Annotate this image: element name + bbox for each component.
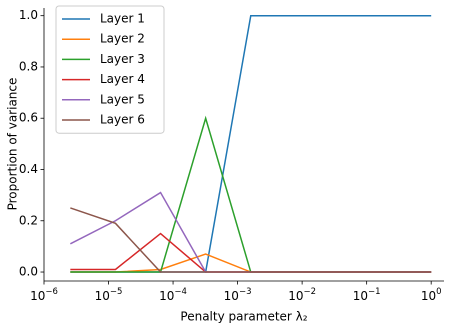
- x-tick-base: 10: [421, 289, 436, 303]
- series-line: [70, 115, 432, 273]
- x-tick-exponent: −3: [239, 287, 252, 297]
- x-tick-label: 10−2: [288, 287, 316, 303]
- legend-label: Layer 4: [100, 72, 145, 86]
- series-line: [70, 232, 432, 273]
- x-axis-label: Penalty parameter λ₂: [180, 310, 307, 324]
- x-tick-label: 100: [421, 287, 442, 303]
- x-tick-base: 10: [95, 289, 110, 303]
- x-tick-base: 10: [159, 289, 174, 303]
- x-tick-base: 10: [30, 289, 45, 303]
- x-tick-label: 10−5: [95, 287, 123, 303]
- x-tick-exponent: −1: [368, 287, 381, 297]
- x-tick-label: 10−1: [353, 287, 381, 303]
- x-tick-base: 10: [353, 289, 368, 303]
- y-tick-label: 0.6: [19, 111, 38, 125]
- legend-label: Layer 6: [100, 113, 145, 127]
- legend-label: Layer 3: [100, 52, 145, 66]
- x-tick-base: 10: [288, 289, 303, 303]
- series-line: [70, 207, 432, 273]
- legend-label: Layer 5: [100, 92, 145, 106]
- y-tick-label: 0.8: [19, 59, 38, 73]
- x-tick-exponent: 0: [436, 287, 441, 297]
- legend-frame: [55, 5, 165, 134]
- y-tick-label: 1.0: [19, 8, 38, 22]
- y-tick-label: 0.4: [19, 162, 38, 176]
- x-tick-exponent: −4: [174, 287, 187, 297]
- x-tick-exponent: −6: [45, 287, 58, 297]
- legend-label: Layer 2: [100, 32, 145, 46]
- y-axis-label: Proportion of variance: [6, 78, 20, 211]
- x-tick-base: 10: [224, 289, 239, 303]
- x-tick-exponent: −2: [303, 287, 316, 297]
- x-tick-exponent: −5: [110, 287, 123, 297]
- y-tick-label: 0.2: [19, 213, 38, 227]
- x-tick-label: 10−6: [30, 287, 58, 303]
- y-tick-label: 0.0: [19, 265, 38, 279]
- x-tick-label: 10−4: [159, 287, 187, 303]
- legend-label: Layer 1: [100, 12, 145, 26]
- x-tick-label: 10−3: [224, 287, 252, 303]
